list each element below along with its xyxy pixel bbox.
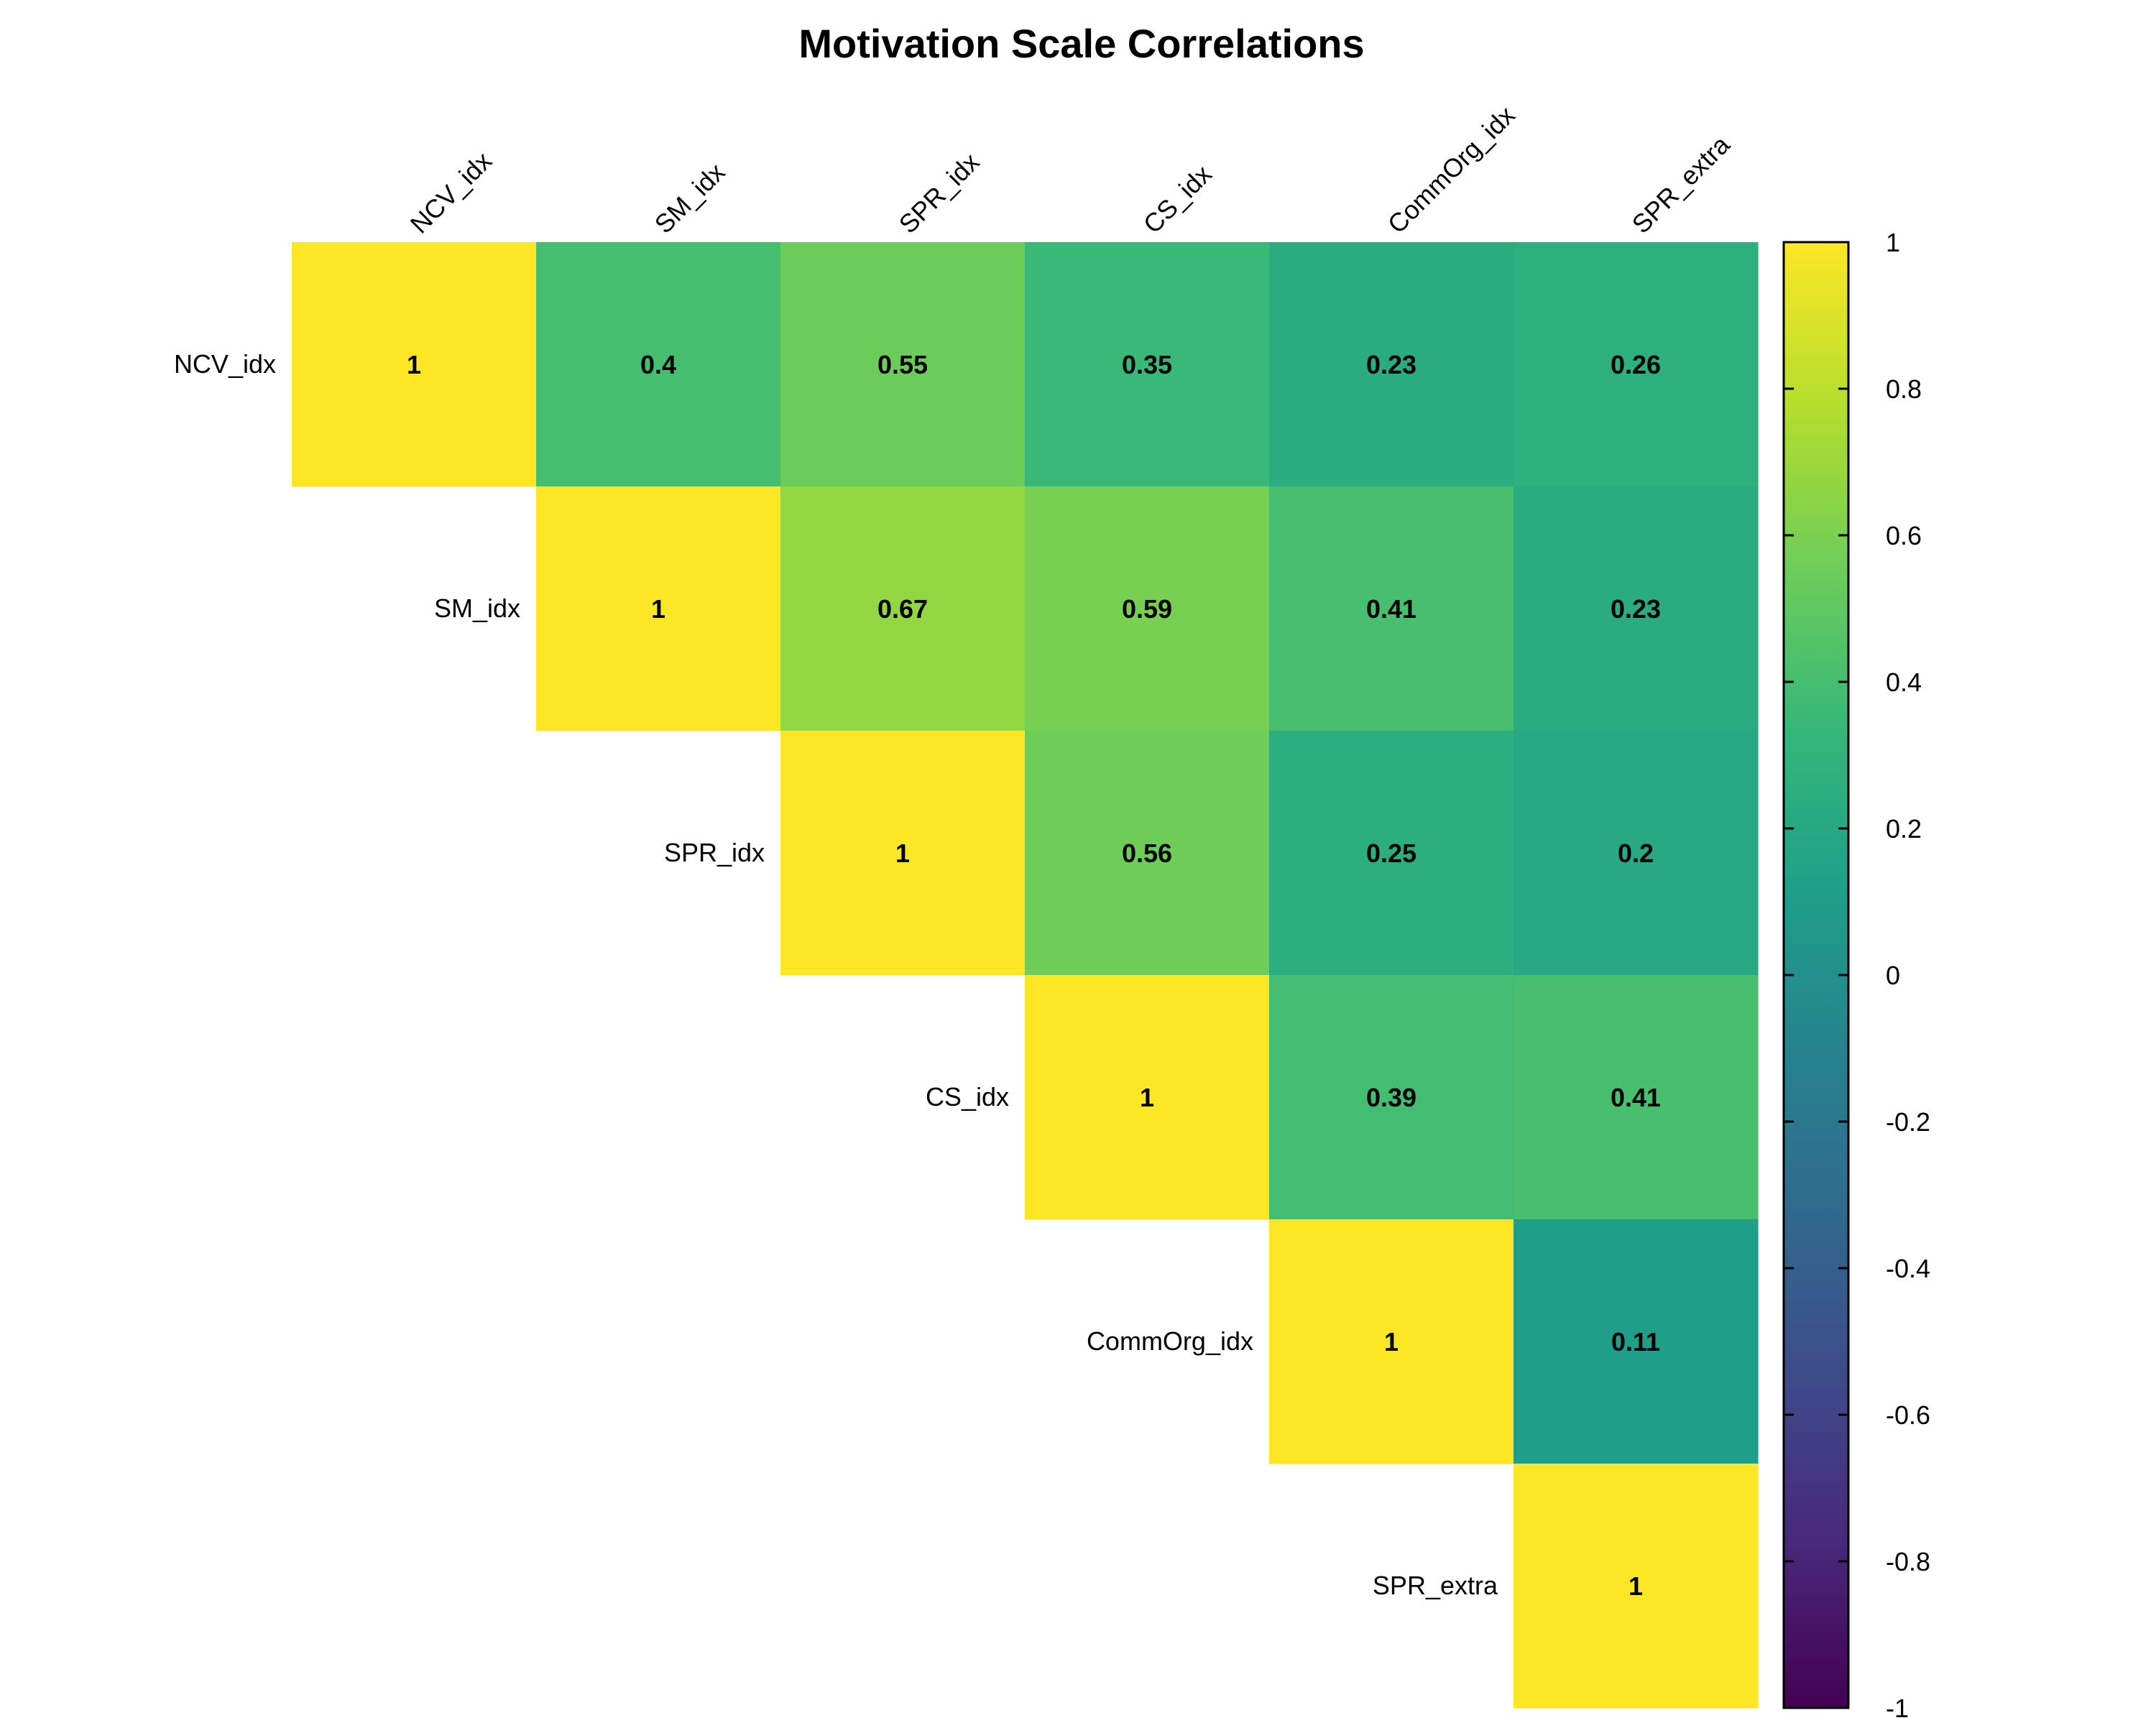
cell-sm-idx-cs-idx [1025,486,1270,731]
heatmap-cells [292,242,1759,1709]
cell-sm-idx-sm-idx-label: 1 [651,594,665,624]
cell-sm-idx-spr-extra-label: 0.23 [1611,594,1661,624]
colorbar-tick-label: 0.8 [1886,374,1922,404]
cell-ncv-idx-commorg-idx-label: 0.23 [1366,350,1416,379]
cell-spr-extra-spr-extra [1514,1464,1759,1709]
colorbar-tick-label: -0.8 [1886,1547,1930,1576]
cell-ncv-idx-spr-idx [780,242,1026,487]
column-label-cs-idx: CS_idx [1138,160,1217,239]
cell-sm-idx-spr-idx-label: 0.67 [877,594,928,624]
cell-sm-idx-commorg-idx-label: 0.41 [1366,594,1416,624]
cell-ncv-idx-spr-idx-label: 0.55 [877,350,928,379]
chart-title: Motivation Scale Correlations [798,21,1364,66]
cell-commorg-idx-spr-extra [1514,1219,1759,1464]
colorbar-tick-label: 0 [1886,961,1900,990]
cell-spr-extra-spr-extra-label: 1 [1628,1571,1643,1601]
colorbar-tick-label: -0.6 [1886,1400,1930,1430]
colorbar-tick-label: 0.6 [1886,521,1922,550]
cell-spr-idx-spr-idx [780,731,1026,976]
row-label-spr-idx: SPR_idx [664,838,765,867]
cell-sm-idx-spr-extra [1514,486,1759,731]
cell-spr-idx-commorg-idx [1269,731,1514,976]
cell-commorg-idx-commorg-idx [1269,1219,1514,1464]
cell-ncv-idx-sm-idx-label: 0.4 [640,350,676,379]
cell-ncv-idx-ncv-idx [292,242,537,487]
row-label-ncv-idx: NCV_idx [174,349,276,379]
cell-cs-idx-cs-idx [1025,975,1270,1220]
cell-ncv-idx-commorg-idx [1269,242,1514,487]
cell-sm-idx-sm-idx [536,486,781,731]
row-label-spr-extra: SPR_extra [1373,1571,1498,1600]
cell-sm-idx-commorg-idx [1269,486,1514,731]
cell-cs-idx-spr-extra [1514,975,1759,1220]
column-label-spr-extra: SPR_extra [1626,129,1736,239]
cell-spr-idx-spr-idx-label: 1 [895,838,910,868]
cell-ncv-idx-spr-extra-label: 0.26 [1611,350,1661,379]
cell-sm-idx-cs-idx-label: 0.59 [1122,594,1172,624]
row-label-sm-idx: SM_idx [434,593,520,623]
color-legend: 1 0.8 0.6 0.4 0.2 0 -0.2 -0.4 -0.6 -0.8 -1 [1782,228,1930,1723]
cell-commorg-idx-spr-extra-label: 0.11 [1611,1327,1660,1357]
cell-ncv-idx-spr-extra [1514,242,1759,487]
colorbar-tick-label: -0.2 [1886,1107,1930,1137]
cell-ncv-idx-cs-idx-label: 0.35 [1122,350,1172,379]
column-label-spr-idx: SPR_idx [893,147,985,239]
cell-spr-idx-cs-idx [1025,731,1270,976]
column-label-commorg-idx: CommOrg_idx [1382,101,1521,239]
row-label-cs-idx: CS_idx [926,1082,1009,1112]
cell-cs-idx-commorg-idx [1269,975,1514,1220]
cell-cs-idx-cs-idx-label: 1 [1140,1083,1154,1112]
cell-ncv-idx-ncv-idx-label: 1 [407,350,421,379]
cell-cs-idx-commorg-idx-label: 0.39 [1366,1083,1416,1112]
colorbar-gradient [1782,241,1850,1709]
cell-spr-idx-cs-idx-label: 0.56 [1122,838,1172,868]
cell-spr-idx-spr-extra [1514,731,1759,976]
colorbar-tick-label: 0.2 [1886,814,1922,844]
cell-commorg-idx-commorg-idx-label: 1 [1384,1327,1399,1357]
column-label-ncv-idx: NCV_idx [405,146,497,239]
cell-spr-idx-spr-extra-label: 0.2 [1618,838,1654,868]
row-labels: NCV_idx SM_idx SPR_idx CS_idx CommOrg_idx SPR… [174,349,1498,1600]
colorbar-tick-label: 1 [1886,228,1900,257]
colorbar-tick-label: -1 [1886,1694,1909,1723]
cell-cs-idx-spr-extra-label: 0.41 [1611,1083,1661,1112]
cell-sm-idx-spr-idx [780,486,1026,731]
colorbar-tick-label: -0.4 [1886,1254,1930,1283]
colorbar-tick-label: 0.4 [1886,667,1922,697]
cell-ncv-idx-cs-idx [1025,242,1270,487]
heatmap-cell-labels: 1 0.4 0.55 0.35 0.23 0.26 1 0.67 0.59 0.41 0.23 1 0.… [407,350,1661,1601]
row-label-commorg-idx: CommOrg_idx [1087,1326,1253,1356]
column-labels: NCV_idx SM_idx SPR_idx CS_idx CommOrg_idx SPR… [405,101,1736,239]
cell-ncv-idx-sm-idx [536,242,781,487]
cell-spr-idx-commorg-idx-label: 0.25 [1366,838,1416,868]
column-label-sm-idx: SM_idx [649,157,731,239]
